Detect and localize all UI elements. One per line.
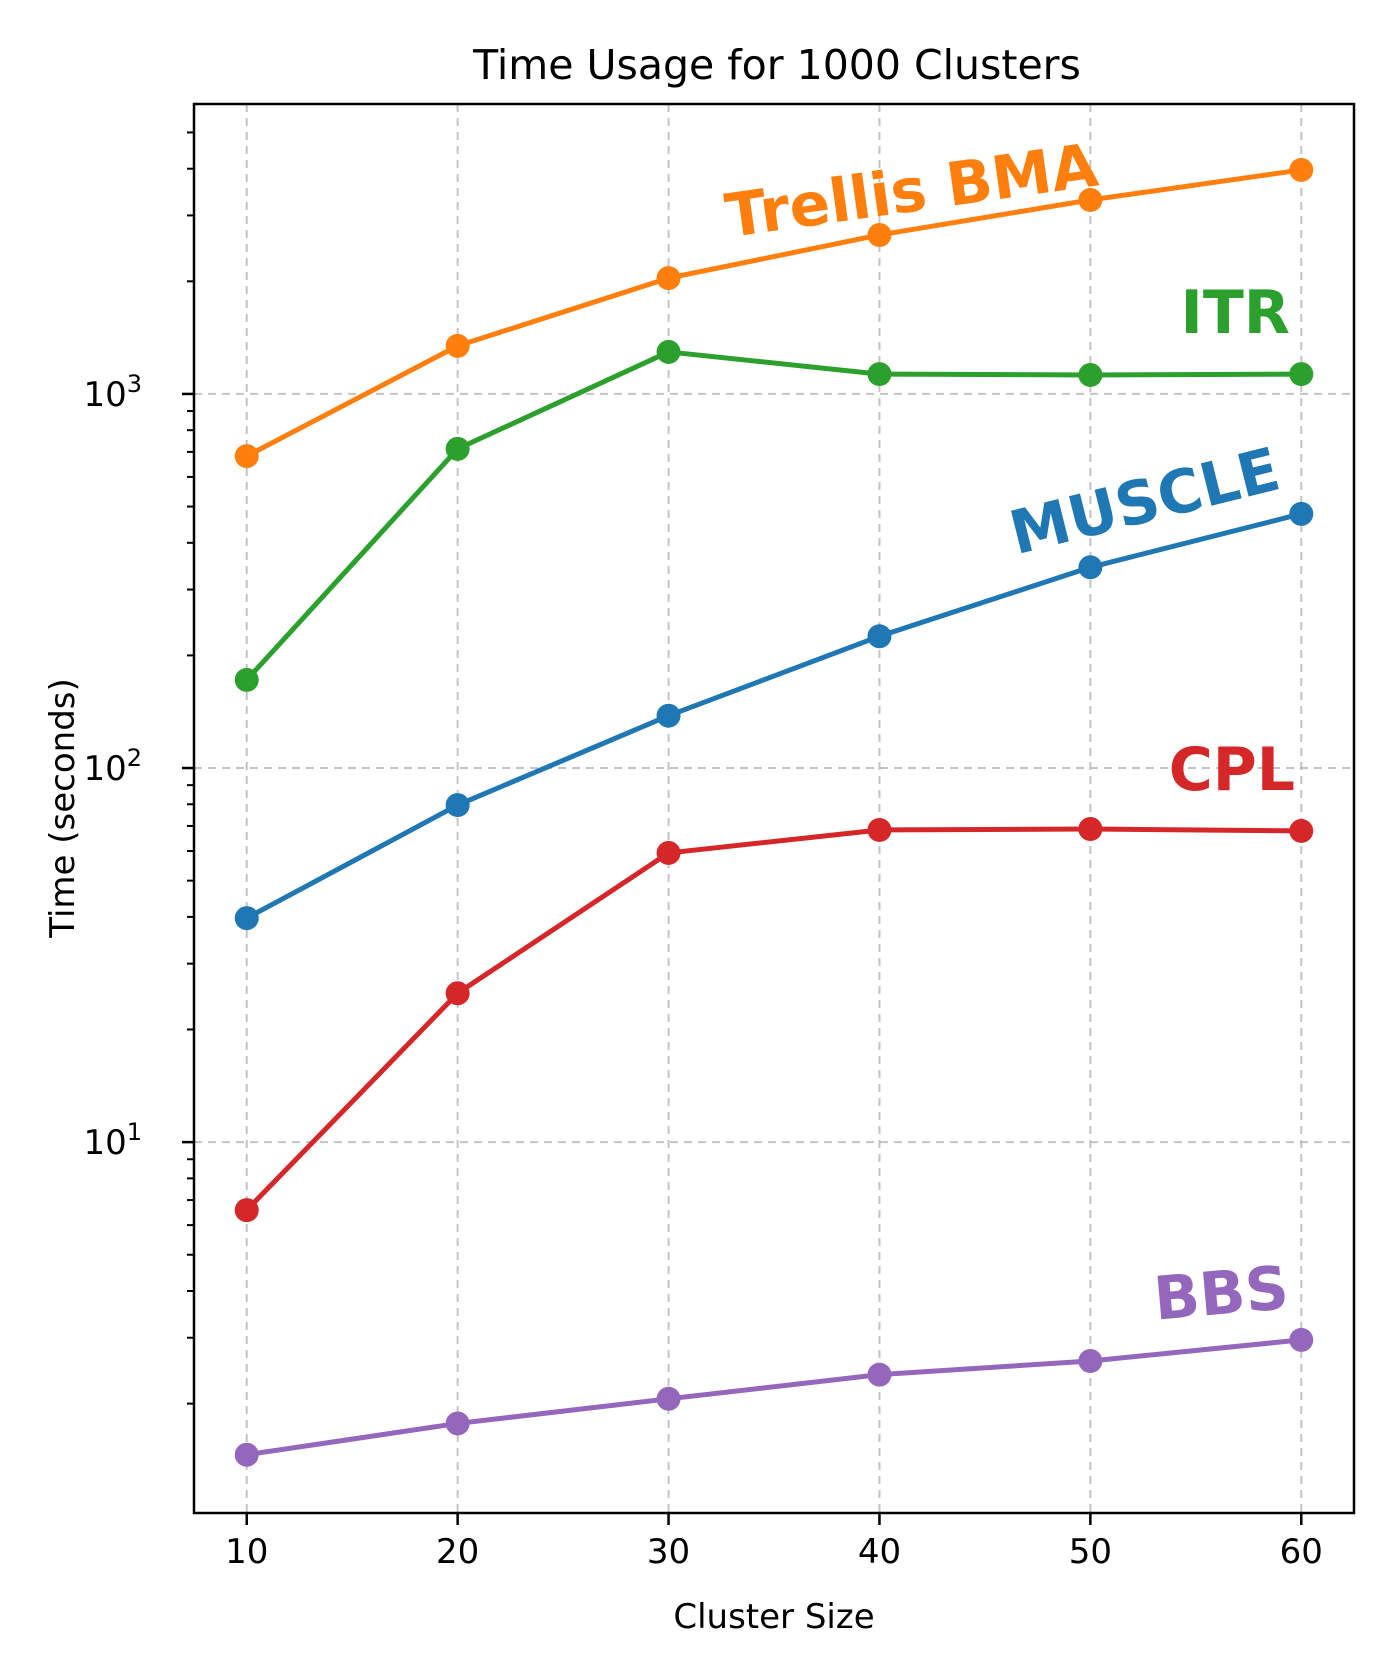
data-point <box>1078 1348 1103 1373</box>
x-axis-label: Cluster Size <box>673 1597 874 1637</box>
data-point <box>1289 501 1314 526</box>
series-label: Trellis BMA <box>721 130 1102 252</box>
data-point <box>234 444 259 469</box>
x-tick-label: 40 <box>858 1532 901 1572</box>
y-tick-label: 102 <box>83 744 142 789</box>
data-point <box>1289 818 1314 843</box>
series-line-trellis-bma <box>245 167 1302 459</box>
chart-title: Time Usage for 1000 Clusters <box>472 41 1081 89</box>
data-point <box>867 624 892 649</box>
y-tick-exponent: 2 <box>127 744 142 772</box>
data-point <box>1078 555 1103 580</box>
data-point <box>1078 362 1103 387</box>
y-tick-exponent: 3 <box>127 370 142 398</box>
data-point <box>656 840 681 865</box>
y-axis-label: Time (seconds) <box>43 678 83 939</box>
data-point <box>867 817 892 842</box>
y-tick-base: 10 <box>83 375 126 415</box>
series-label: MUSCLE <box>1003 435 1287 569</box>
x-axis-ticks: 10 20 30 40 50 60 <box>225 1513 1323 1572</box>
series-group <box>234 157 1314 1467</box>
x-tick-label: 10 <box>225 1532 268 1572</box>
data-point <box>1078 817 1103 842</box>
data-point <box>656 1386 681 1411</box>
data-point <box>234 1198 259 1223</box>
data-point <box>445 436 470 461</box>
y-tick-exponent: 1 <box>127 1118 142 1146</box>
series-label: CPL <box>1169 735 1295 805</box>
x-tick-label: 60 <box>1280 1532 1323 1572</box>
data-point <box>656 703 681 728</box>
x-tick-label: 30 <box>647 1532 690 1572</box>
data-point <box>656 339 681 364</box>
plot-frame <box>192 102 1356 1515</box>
x-tick-label: 50 <box>1069 1532 1112 1572</box>
data-point <box>867 362 892 387</box>
data-point <box>445 333 470 358</box>
data-point <box>234 906 259 931</box>
data-point <box>867 222 892 247</box>
y-tick-base: 10 <box>83 749 126 789</box>
data-point <box>1289 1327 1314 1352</box>
data-point <box>234 1442 259 1467</box>
data-point <box>1289 157 1314 182</box>
y-tick-base: 10 <box>83 1123 126 1163</box>
y-tick-label: 103 <box>83 370 142 415</box>
series-line-bbs <box>246 1337 1302 1458</box>
data-point <box>1289 362 1314 387</box>
data-point <box>1078 187 1103 212</box>
data-point <box>867 1362 892 1387</box>
data-point <box>445 1411 470 1436</box>
series-label: BBS <box>1151 1253 1291 1334</box>
series-label: ITR <box>1181 278 1290 348</box>
x-tick-label: 20 <box>436 1532 479 1572</box>
data-point <box>445 793 470 818</box>
series-labels: Trellis BMA ITR MUSCLE CPL BBS <box>721 130 1295 1334</box>
data-point <box>445 981 470 1006</box>
data-point <box>656 266 681 291</box>
data-point <box>234 667 259 692</box>
series-line-muscle <box>245 511 1302 921</box>
y-tick-label: 101 <box>83 1118 142 1163</box>
series-line-cpl <box>244 826 1302 1212</box>
series-line-itr <box>244 349 1302 682</box>
